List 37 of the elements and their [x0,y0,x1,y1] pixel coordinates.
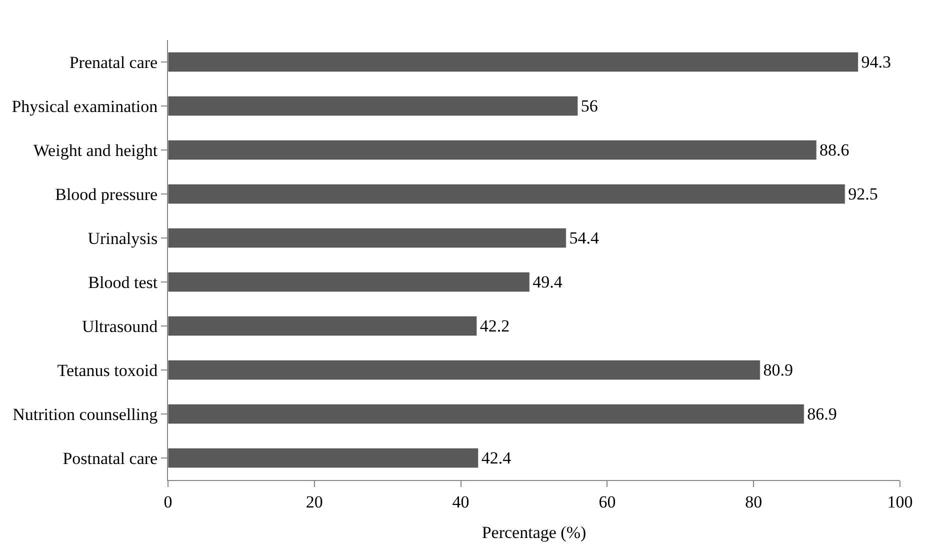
x-tick-label: 20 [306,492,323,512]
x-tick-label: 0 [164,492,172,512]
bar [168,52,859,72]
bar [168,140,817,160]
data-label: 86.9 [807,404,837,424]
x-axis-title: Percentage (%) [482,522,586,542]
data-label: 49.4 [532,272,563,292]
bar [168,448,479,468]
y-tick-label: Blood test [88,272,158,292]
y-tick-label: Prenatal care [69,52,158,72]
x-tick-label: 40 [452,492,470,512]
data-label: 56 [580,96,598,116]
data-label: 94.3 [861,52,892,72]
y-tick-label: Blood pressure [55,184,158,204]
y-tick-label: Postnatal care [62,448,158,468]
y-tick-label: Physical examination [12,96,158,116]
bar [168,316,478,336]
data-label: 54.4 [569,228,600,248]
data-label: 42.2 [480,316,510,336]
y-tick-label: Ultrasound [82,316,158,336]
y-tick-label: Urinalysis [88,228,158,248]
data-label: 80.9 [763,360,793,380]
data-label: 42.4 [481,448,512,468]
bar [168,96,578,116]
y-tick-label: Nutrition counselling [12,404,158,424]
x-tick-label: 60 [598,492,616,512]
bar [168,404,804,424]
y-tick-label: Weight and height [33,140,158,160]
bar [168,228,566,248]
x-tick-label: 80 [745,492,762,512]
data-label: 92.5 [848,184,878,204]
y-tick-label: Tetanus toxoid [57,360,158,380]
x-tick-label: 100 [887,492,913,512]
bar [168,272,530,292]
bar [168,360,760,380]
data-label: 88.6 [820,140,850,160]
bar [168,184,846,204]
